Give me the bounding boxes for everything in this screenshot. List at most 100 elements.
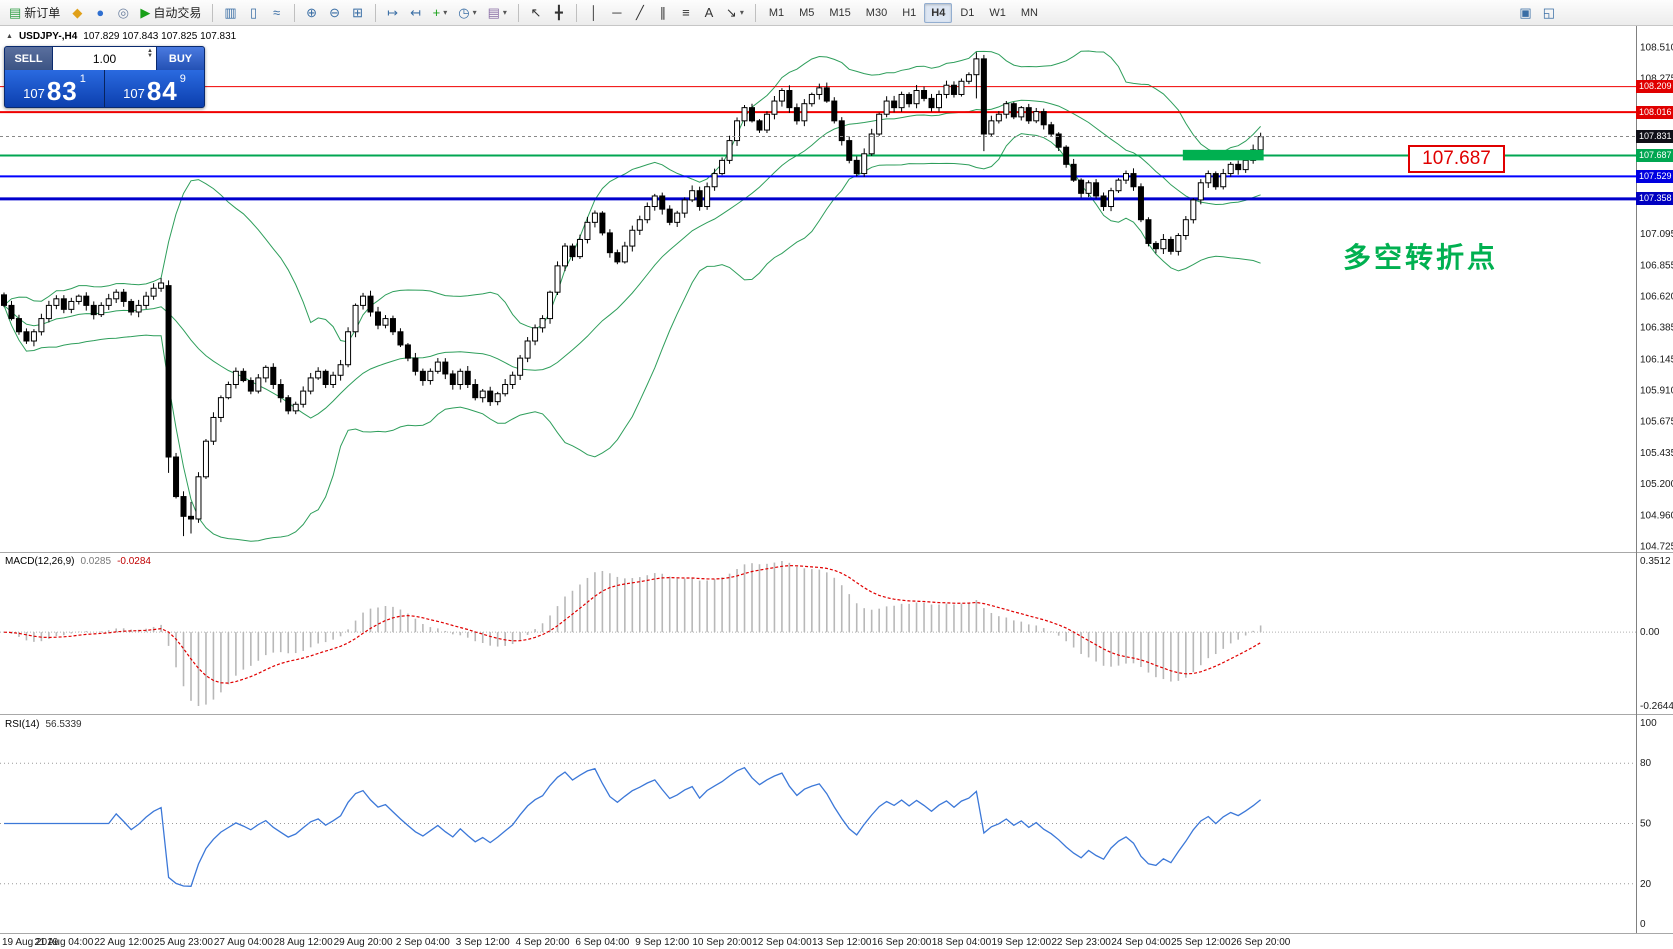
crosshair-button[interactable]: ╋ — [548, 2, 570, 24]
text-label-icon: A — [704, 5, 714, 20]
main-toolbar: ▤ 新订单 ◆ ● ◎ ▶ 自动交易 ▥ ▯ ≈ ⊕ ⊖ ⊞ ↦ ↤ + ▾ ◷ ▾ ▤ ▾ ↖ ╋ │ ─ ╱ ∥ ≡ A ↘ ▾ M1 M5… — [0, 0, 1673, 26]
timeframe-m30-button[interactable]: M30 — [859, 3, 894, 23]
time-axis-label: 12 Sep 04:00 — [752, 937, 812, 948]
timeframe-m1-button[interactable]: M1 — [762, 3, 791, 23]
timeframe-h1-button[interactable]: H1 — [895, 3, 923, 23]
candlestick-mode-icon: ▯ — [250, 5, 258, 20]
profiles-button[interactable]: ● — [89, 2, 111, 24]
time-axis-label: 13 Sep 12:00 — [812, 937, 872, 948]
data-window-button[interactable]: ▣ — [1514, 2, 1536, 24]
macd-axis-label: 0.00 — [1640, 627, 1660, 638]
one-click-trading-panel: SELL 1.00 ▲ ▼ BUY 107 83 1 107 84 9 — [4, 46, 205, 108]
highlight-rectangle[interactable] — [1182, 149, 1264, 161]
horizontal-line-button[interactable]: ─ — [606, 2, 628, 24]
indicators-button[interactable]: + ▾ — [428, 2, 453, 24]
price-level-callout: 107.687 — [1408, 145, 1505, 173]
rsi-line — [4, 766, 1262, 887]
new-order-button[interactable]: ▤ 新订单 — [4, 2, 65, 24]
fibonacci-button[interactable]: ≡ — [675, 2, 697, 24]
price-axis-label: 104.960 — [1640, 511, 1673, 522]
bollinger-lower-band — [3, 133, 1261, 542]
rsi-indicator-label: RSI(14) 56.5339 — [5, 719, 82, 730]
timeframe-m5-button[interactable]: M5 — [792, 3, 821, 23]
time-axis-label: 24 Sep 04:00 — [1111, 937, 1171, 948]
crosshair-icon: ╋ — [554, 5, 563, 20]
zoom-in-button[interactable]: ⊕ — [301, 2, 323, 24]
sell-price-point: 1 — [79, 73, 86, 85]
templates-button[interactable]: ▤ ▾ — [483, 2, 512, 24]
macd-indicator-label: MACD(12,26,9) 0.0285 -0.0284 — [5, 556, 151, 567]
zoom-in-icon: ⊕ — [306, 5, 318, 20]
price-axis-label: 105.200 — [1640, 479, 1673, 490]
one-click-prices: 107 83 1 107 84 9 — [5, 70, 204, 107]
tile-windows-button[interactable]: ⊞ — [347, 2, 369, 24]
trend-line-icon: ╱ — [635, 5, 644, 20]
toolbar-separator — [754, 3, 756, 22]
time-axis-label: 27 Aug 04:00 — [214, 937, 273, 948]
cursor-button[interactable]: ↖ — [525, 2, 547, 24]
chart-shift-button[interactable]: ↤ — [405, 2, 427, 24]
time-axis-label: 21 Aug 04:00 — [34, 937, 93, 948]
timeframe-m15-button[interactable]: M15 — [822, 3, 857, 23]
bar-chart-mode-button[interactable]: ▥ — [219, 2, 241, 24]
equidistant-channel-button[interactable]: ∥ — [652, 2, 674, 24]
arrows-tool-dropdown-caret[interactable]: ▾ — [739, 8, 744, 17]
vertical-line-icon: │ — [589, 5, 598, 20]
chart-title-bar: ▲ USDJPY-,H4 107.829 107.843 107.825 107… — [6, 31, 236, 42]
rsi-value: 56.5339 — [45, 719, 82, 730]
time-axis-label: 2 Sep 04:00 — [396, 937, 450, 948]
candlestick-mode-button[interactable]: ▯ — [243, 2, 265, 24]
bollinger-upper-band — [3, 50, 1261, 343]
sell-button[interactable]: SELL — [5, 47, 53, 70]
spinner-down-icon[interactable]: ▼ — [147, 53, 153, 59]
bollinger-middle-band — [3, 99, 1261, 419]
volume-input[interactable]: 1.00 ▲ ▼ — [53, 47, 156, 70]
macd-plot — [0, 561, 1636, 706]
price-axis-label: 108.510 — [1640, 43, 1673, 54]
market-watch-button[interactable]: ◆ — [66, 2, 88, 24]
price-badge-107.358: 107.358 — [1636, 192, 1673, 206]
navigator-icon: ◎ — [117, 5, 129, 20]
indicators-icon: + — [432, 5, 441, 20]
spinner-up-icon[interactable]: ▲ — [147, 48, 153, 54]
trend-line-button[interactable]: ╱ — [629, 2, 651, 24]
indicators-dropdown-caret[interactable]: ▾ — [443, 8, 448, 17]
profiles-icon: ● — [96, 5, 105, 20]
buy-price-button[interactable]: 107 84 9 — [105, 70, 204, 107]
text-label-button[interactable]: A — [698, 2, 720, 24]
arrows-tool-button[interactable]: ↘ ▾ — [721, 2, 749, 24]
autotrading-button[interactable]: ▶ 自动交易 — [135, 2, 206, 24]
toolbar-separator — [293, 3, 295, 22]
time-axis-label: 25 Sep 12:00 — [1171, 937, 1231, 948]
rsi-axis-label: 100 — [1640, 718, 1657, 729]
rsi-axis-label: 20 — [1640, 879, 1652, 890]
buy-price-pips: 84 — [146, 76, 178, 106]
timeframe-w1-button[interactable]: W1 — [982, 3, 1013, 23]
line-chart-mode-button[interactable]: ≈ — [266, 2, 288, 24]
strategy-tester-button[interactable]: ◱ — [1538, 2, 1560, 24]
timeframe-h4-button[interactable]: H4 — [924, 2, 953, 23]
time-axis-label: 19 Aug 2019 — [2, 937, 59, 948]
navigator-button[interactable]: ◎ — [112, 2, 134, 24]
cursor-icon: ↖ — [530, 5, 542, 20]
periods-dropdown-caret[interactable]: ▾ — [472, 8, 477, 17]
autotrading-label: 自动交易 — [153, 6, 202, 20]
toolbar-separator — [374, 3, 376, 22]
toolbar-separator — [517, 3, 519, 22]
periods-button[interactable]: ◷ ▾ — [453, 2, 481, 24]
timeframe-d1-button[interactable]: D1 — [953, 3, 981, 23]
vertical-line-button[interactable]: │ — [583, 2, 605, 24]
time-axis-label: 22 Aug 12:00 — [94, 937, 153, 948]
sell-price-button[interactable]: 107 83 1 — [5, 70, 105, 107]
timeframe-mn-button[interactable]: MN — [1014, 3, 1045, 23]
buy-button[interactable]: BUY — [156, 47, 204, 70]
zoom-out-button[interactable]: ⊖ — [324, 2, 346, 24]
zoom-out-icon: ⊖ — [329, 5, 341, 20]
price-axis-label: 105.675 — [1640, 416, 1673, 427]
auto-scroll-button[interactable]: ↦ — [382, 2, 404, 24]
templates-dropdown-caret[interactable]: ▾ — [502, 8, 507, 17]
chart-annotation-text: 多空转折点 — [1343, 242, 1499, 273]
volume-spinner[interactable]: ▲ ▼ — [147, 48, 153, 59]
